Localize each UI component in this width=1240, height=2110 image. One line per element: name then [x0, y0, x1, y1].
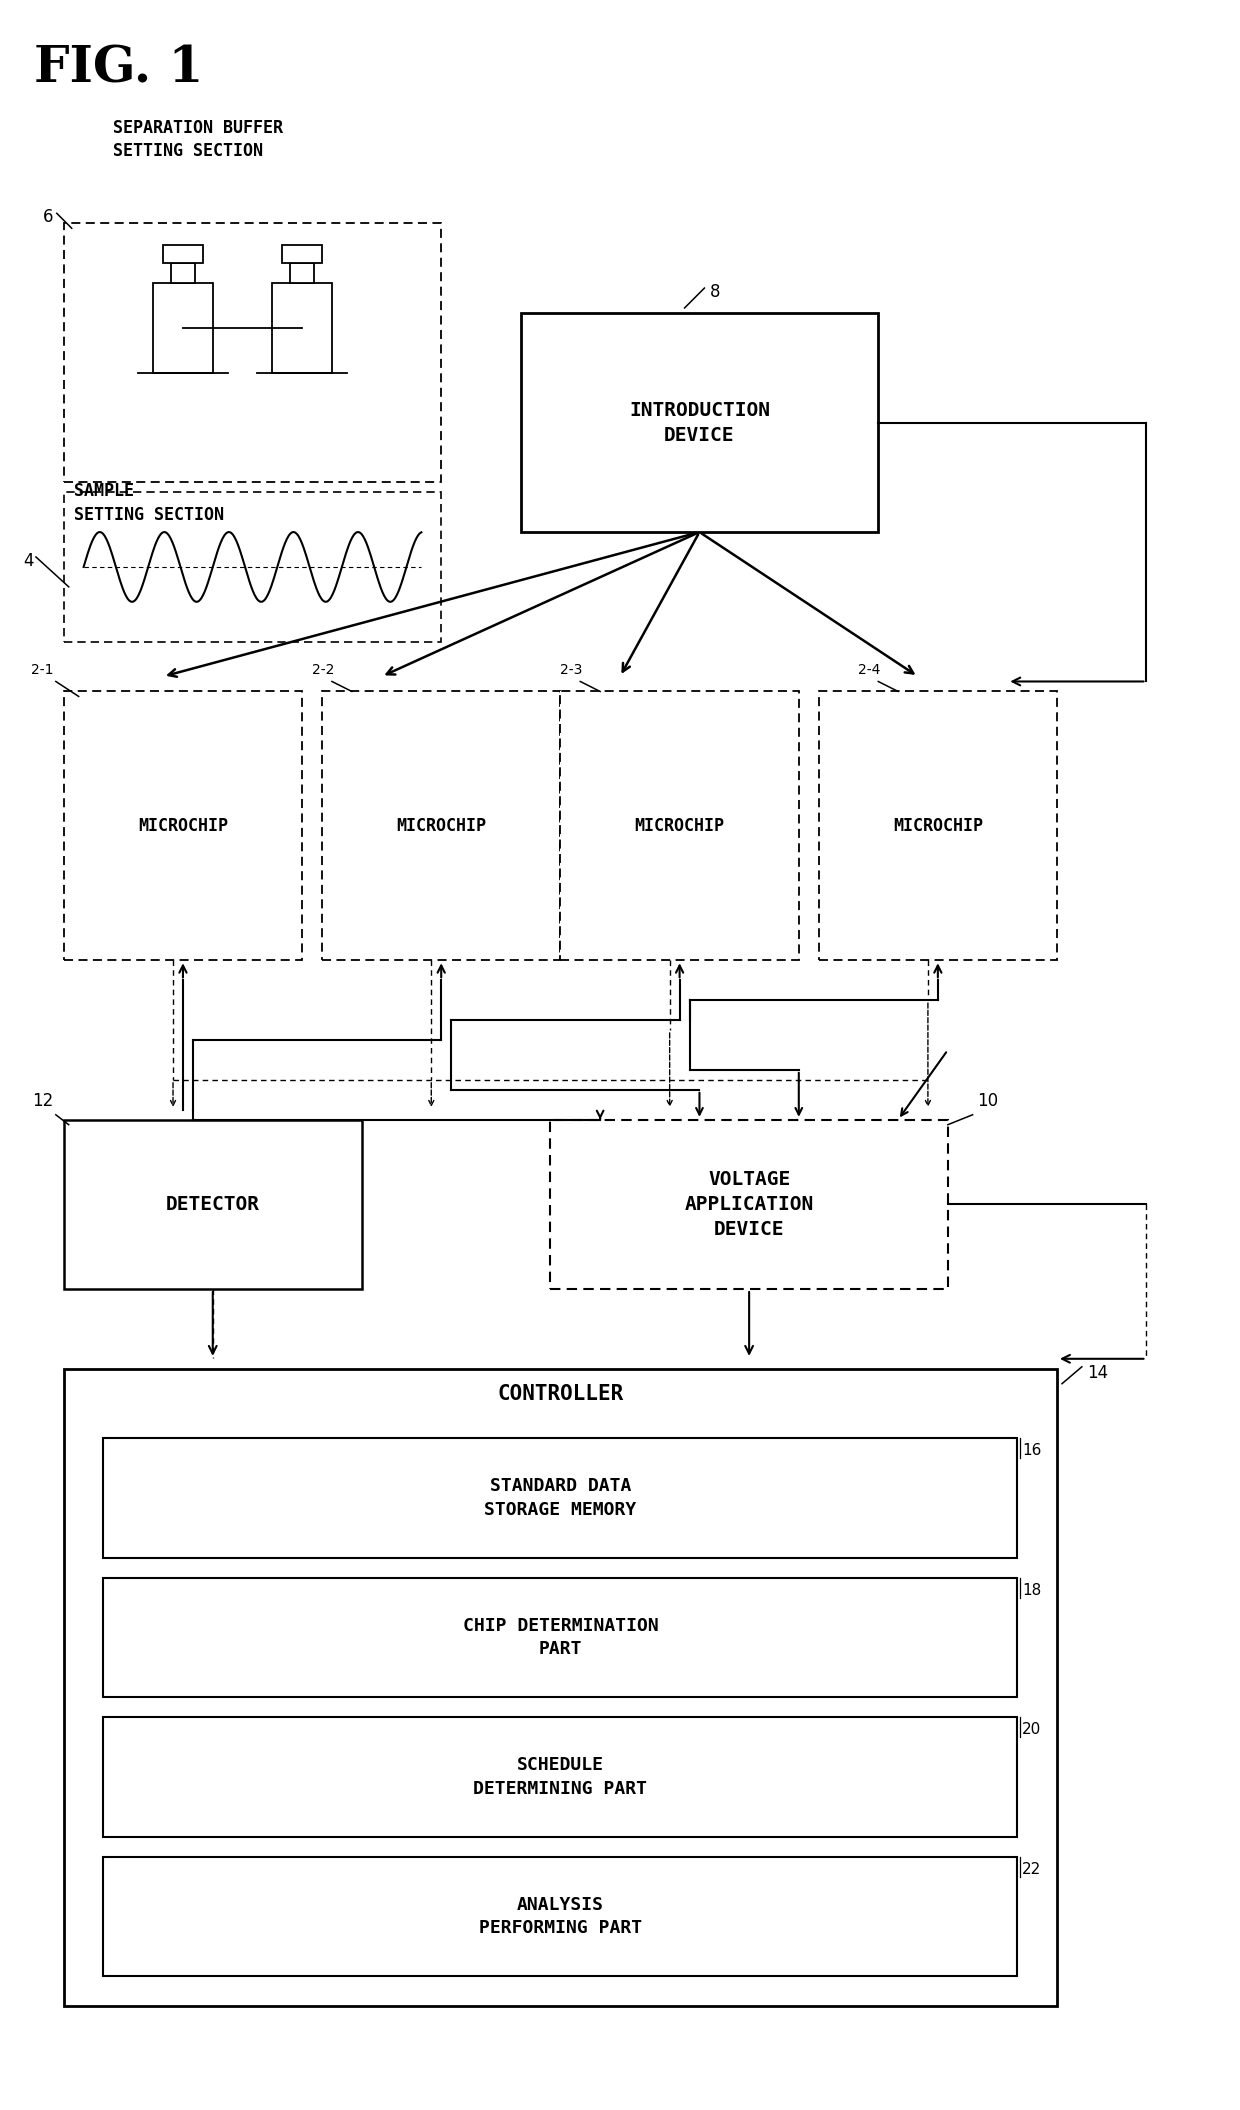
Bar — [560, 692, 799, 960]
Text: 16: 16 — [1022, 1443, 1042, 1458]
Text: 6: 6 — [43, 209, 53, 226]
Bar — [103, 1857, 1017, 1977]
Text: 2-1: 2-1 — [31, 663, 53, 677]
Bar — [322, 692, 560, 960]
Bar — [290, 264, 314, 283]
Text: MICROCHIP: MICROCHIP — [635, 817, 724, 836]
Text: MICROCHIP: MICROCHIP — [138, 817, 228, 836]
Bar — [164, 245, 203, 264]
Text: ANALYSIS
PERFORMING PART: ANALYSIS PERFORMING PART — [479, 1895, 642, 1937]
Text: 12: 12 — [32, 1091, 53, 1110]
Text: INTRODUCTION
DEVICE: INTRODUCTION DEVICE — [629, 401, 770, 445]
Text: 8: 8 — [709, 283, 720, 302]
Text: SAMPLE
SETTING SECTION: SAMPLE SETTING SECTION — [73, 483, 223, 523]
Text: MICROCHIP: MICROCHIP — [893, 817, 983, 836]
Bar — [551, 1120, 947, 1289]
Text: 10: 10 — [977, 1091, 998, 1110]
Text: STANDARD DATA
STORAGE MEMORY: STANDARD DATA STORAGE MEMORY — [485, 1477, 636, 1519]
Bar — [63, 492, 441, 641]
Bar — [818, 692, 1056, 960]
Bar — [273, 283, 332, 373]
Bar — [154, 283, 213, 373]
Text: CHIP DETERMINATION
PART: CHIP DETERMINATION PART — [463, 1616, 658, 1658]
Text: 22: 22 — [1022, 1861, 1042, 1876]
Bar — [63, 692, 303, 960]
Bar — [63, 1369, 1056, 2007]
Text: 20: 20 — [1022, 1722, 1042, 1737]
Bar — [63, 1120, 362, 1289]
Text: FIG. 1: FIG. 1 — [33, 44, 203, 93]
Text: DETECTOR: DETECTOR — [166, 1194, 259, 1213]
Text: 14: 14 — [1086, 1363, 1109, 1382]
Bar — [103, 1439, 1017, 1557]
Bar — [283, 245, 322, 264]
Text: 2-4: 2-4 — [858, 663, 880, 677]
Text: 2-3: 2-3 — [560, 663, 583, 677]
Text: SEPARATION BUFFER
SETTING SECTION: SEPARATION BUFFER SETTING SECTION — [113, 118, 284, 160]
Bar — [171, 264, 195, 283]
Text: MICROCHIP: MICROCHIP — [397, 817, 486, 836]
Text: 4: 4 — [24, 553, 33, 570]
Bar — [103, 1718, 1017, 1838]
Text: 2-2: 2-2 — [312, 663, 335, 677]
Text: VOLTAGE
APPLICATION
DEVICE: VOLTAGE APPLICATION DEVICE — [684, 1169, 813, 1239]
Bar — [63, 224, 441, 483]
Text: 18: 18 — [1022, 1582, 1042, 1597]
Bar — [103, 1578, 1017, 1696]
Bar — [521, 312, 878, 532]
Text: SCHEDULE
DETERMINING PART: SCHEDULE DETERMINING PART — [474, 1756, 647, 1798]
Text: CONTROLLER: CONTROLLER — [497, 1384, 624, 1403]
